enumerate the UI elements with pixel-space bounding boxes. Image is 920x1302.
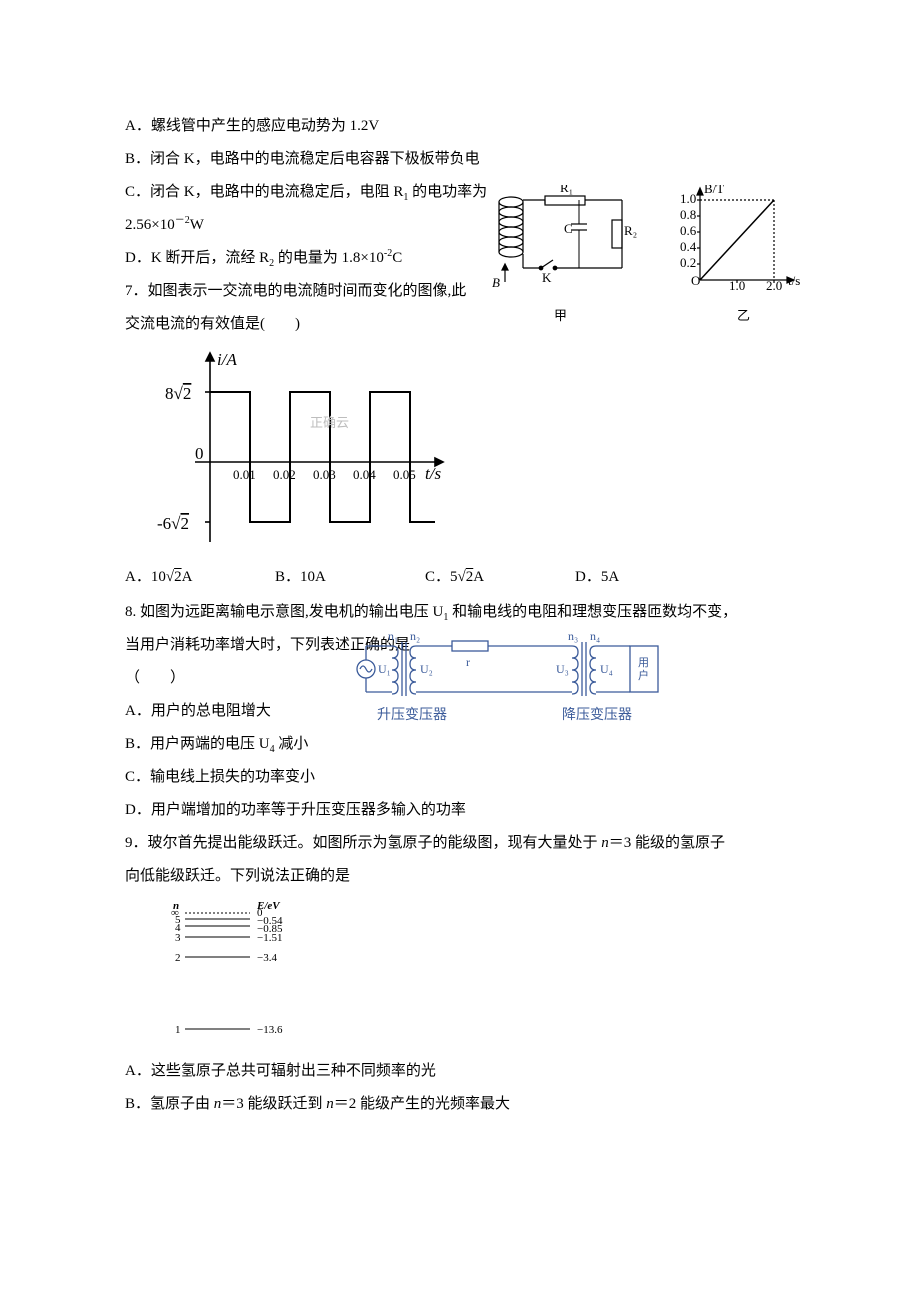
q8b-post: 减小: [275, 736, 309, 752]
bt-y1: 0.2: [680, 255, 696, 270]
q9s1post: ＝3 能级的氢原子: [609, 835, 725, 851]
q7-watermark: 正确云: [310, 415, 349, 430]
cap-left: 甲: [554, 308, 567, 323]
q9e5: −13.6: [257, 1024, 283, 1036]
q7-opt-a: A．10√2A: [125, 561, 275, 594]
label-c: C: [564, 221, 573, 236]
q8b-pre: B．用户两端的电压 U: [125, 736, 270, 752]
q8-right-label: 降压变压器: [562, 707, 632, 723]
figure-q7: i/A t/s 8√2 -6√2 0 0.01 0.02 0.03 0.04 0…: [155, 347, 455, 557]
q8-u1: U₁: [378, 662, 391, 676]
q9e4: −3.4: [257, 952, 277, 964]
q6c-pre: C．闭合 K，电路中的电流稳定后，电阻 R: [125, 184, 403, 200]
q9-stem1: 9．玻尔首先提出能级跃迁。如图所示为氢原子的能级图，现有大量处于 n＝3 能级的…: [125, 827, 800, 860]
q9b-post: ＝2 能级产生的光频率最大: [334, 1096, 510, 1112]
label-r1: R₁: [560, 185, 573, 195]
bt-origin: O: [691, 273, 700, 288]
q9e3: −1.51: [257, 932, 282, 944]
q9-svg: n E/eV ∞ 5 4 3 2 1 0 −0.54 −0.85: [165, 899, 335, 1049]
page: R₁ R₂ C K B: [0, 0, 920, 1181]
q7-zero: 0: [195, 444, 204, 463]
q9-opt-a: A．这些氢原子总共可辐射出三种不同频率的光: [125, 1055, 800, 1088]
q8-n3: n₃: [568, 629, 578, 643]
bt-y4: 0.8: [680, 207, 696, 222]
q7-opts: A．10√2A B．10A C．5√2A D．5A: [125, 561, 800, 594]
q9n4: 2: [175, 952, 181, 964]
q7-yaxis: i/A: [217, 350, 237, 369]
bt-yaxis: B/T: [704, 185, 724, 196]
q9s1p: 9．玻尔首先提出能级跃迁。如图所示为氢原子的能级图，现有大量处于: [125, 835, 601, 851]
q9n3: 3: [175, 932, 181, 944]
q8-n1: n₁: [388, 629, 398, 643]
q7-opt-d: D．5A: [575, 561, 725, 594]
q6d-mid: 的电量为 1.8×10: [274, 250, 384, 266]
q8-n4: n₄: [590, 629, 600, 643]
q8-u4: U₄: [600, 662, 613, 676]
bt-y3: 0.6: [680, 223, 697, 238]
q8-left-label: 升压变压器: [377, 707, 447, 723]
q6d-sup: -2: [384, 248, 392, 259]
q9-stem2: 向低能级跃迁。下列说法正确的是: [125, 860, 800, 893]
q9b-m1: ＝3 能级跃迁到: [221, 1096, 326, 1112]
figure-q6: R₁ R₂ C K B: [492, 185, 802, 345]
label-r2: R₂: [624, 223, 637, 238]
q6c-vpost: W: [190, 217, 204, 233]
figure-q9: n E/eV ∞ 5 4 3 2 1 0 −0.54 −0.85: [165, 899, 335, 1049]
q7-ybot: -6√2: [157, 514, 189, 533]
q8s1p: 8. 如图为远距离输电示意图,发电机的输出电压 U: [125, 604, 443, 620]
bt-x1: 1.0: [729, 278, 745, 293]
label-k: K: [542, 270, 552, 285]
q9-opt-b: B．氢原子由 n＝3 能级跃迁到 n＝2 能级产生的光频率最大: [125, 1088, 800, 1121]
figure-q8: n₁ n₂ n₃ n₄ U₁ U₂ U₃ U₄ r 用户 升压变压器 降压变压器: [352, 624, 682, 744]
q8-u3: U₃: [556, 662, 569, 676]
q6c-post: 的电功率为: [408, 184, 487, 200]
bt-xaxis: t/s: [788, 273, 800, 288]
q7-opt-c: C．5√2A: [425, 561, 575, 594]
q8-opt-d: D．用户端增加的功率等于升压变压器多输入的功率: [125, 794, 800, 827]
q8-r: r: [466, 655, 470, 669]
q6-opt-a: A．螺线管中产生的感应电动势为 1.2V: [125, 110, 800, 143]
q6-svg: R₁ R₂ C K B: [492, 185, 802, 345]
q9n5: 1: [175, 1024, 181, 1036]
q6d-post: C: [392, 250, 402, 266]
bt-y2: 0.4: [680, 239, 697, 254]
cap-right: 乙: [737, 308, 750, 323]
q9b-n2: n: [326, 1096, 334, 1112]
q8-opt-c: C．输电线上损失的功率变小: [125, 761, 800, 794]
q7-svg: i/A t/s 8√2 -6√2 0 0.01 0.02 0.03 0.04 0…: [155, 347, 455, 557]
q8-user: 用户: [638, 657, 649, 682]
q8s1post: 和输电线的电阻和理想变压器匝数均不变，: [448, 604, 737, 620]
q7-xt: 0.01 0.02 0.03 0.04 0.05: [233, 467, 416, 482]
bt-y5: 1.0: [680, 191, 696, 206]
q6-opt-b: B．闭合 K，电路中的电流稳定后电容器下极板带负电: [125, 143, 800, 176]
q9b-pre: B．氢原子由: [125, 1096, 214, 1112]
q6c-vp: 2.56×10: [125, 217, 175, 233]
q6d-pre: D．K 断开后，流经 R: [125, 250, 269, 266]
q8-u2: U₂: [420, 662, 433, 676]
q7-xaxis: t/s: [425, 464, 441, 483]
q7-opt-b: B．10A: [275, 561, 425, 594]
q7-ytop: 8√2: [165, 384, 191, 403]
q9s1n: n: [601, 835, 609, 851]
q6c-vs: －2: [175, 215, 190, 226]
q8-svg: n₁ n₂ n₃ n₄ U₁ U₂ U₃ U₄ r 用户 升压变压器 降压变压器: [352, 624, 682, 744]
q8-n2: n₂: [410, 629, 420, 643]
label-b: B: [492, 275, 500, 290]
bt-x2: 2.0: [766, 278, 782, 293]
